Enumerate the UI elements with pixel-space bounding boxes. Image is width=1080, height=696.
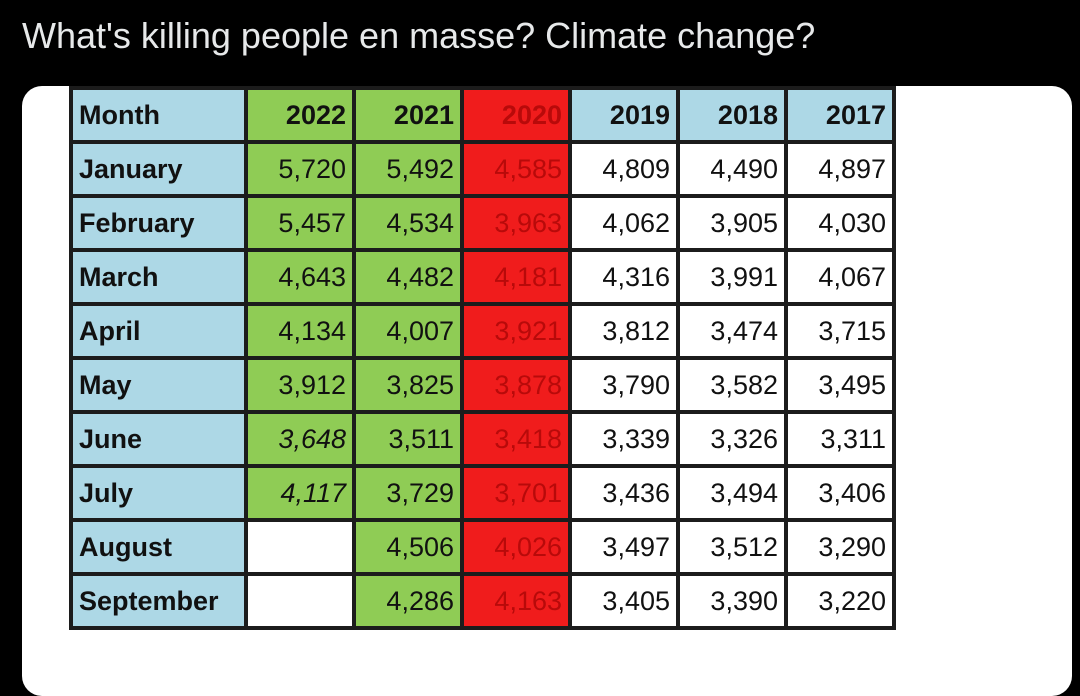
cell-2017: 3,311 [784, 410, 896, 468]
cell-2020: 4,163 [460, 572, 572, 630]
cell-2019: 3,812 [568, 302, 680, 360]
cell-2019: 3,497 [568, 518, 680, 576]
cell-2020: 4,585 [460, 140, 572, 198]
table-row: February 5,457 4,534 3,963 4,062 3,905 4,030 [69, 194, 896, 252]
cell-2019: 3,339 [568, 410, 680, 468]
cell-2017: 4,067 [784, 248, 896, 306]
table-body: January 5,720 5,492 4,585 4,809 4,490 4,897 Feb… [69, 140, 896, 630]
deaths-table: Month 2022 2021 2020 2019 2018 2017 Janu… [69, 86, 896, 630]
cell-2017: 3,715 [784, 302, 896, 360]
cell-2018: 3,474 [676, 302, 788, 360]
cell-2018: 3,326 [676, 410, 788, 468]
cell-2020: 3,921 [460, 302, 572, 360]
cell-2019: 4,062 [568, 194, 680, 252]
header-2017: 2017 [784, 86, 896, 144]
month-cell: September [69, 572, 248, 630]
cell-2020: 3,963 [460, 194, 572, 252]
cell-2019: 4,809 [568, 140, 680, 198]
cell-2021: 4,286 [352, 572, 464, 630]
cell-2017: 3,495 [784, 356, 896, 414]
cell-2017: 3,220 [784, 572, 896, 630]
table-header-row: Month 2022 2021 2020 2019 2018 2017 [69, 86, 896, 144]
cell-2022: 4,134 [244, 302, 356, 360]
header-2020: 2020 [460, 86, 572, 144]
cell-2019: 3,790 [568, 356, 680, 414]
month-cell: April [69, 302, 248, 360]
cell-2020: 4,181 [460, 248, 572, 306]
cell-2017: 3,290 [784, 518, 896, 576]
cell-2020: 3,878 [460, 356, 572, 414]
table-row: May 3,912 3,825 3,878 3,790 3,582 3,495 [69, 356, 896, 414]
cell-2018: 3,494 [676, 464, 788, 522]
cell-2018: 3,390 [676, 572, 788, 630]
cell-2021: 4,007 [352, 302, 464, 360]
cell-2021: 4,506 [352, 518, 464, 576]
cell-2022: 4,643 [244, 248, 356, 306]
month-cell: January [69, 140, 248, 198]
cell-2021: 3,511 [352, 410, 464, 468]
header-month: Month [69, 86, 248, 144]
cell-2018: 3,905 [676, 194, 788, 252]
cell-2018: 3,991 [676, 248, 788, 306]
cell-2021: 4,534 [352, 194, 464, 252]
cell-2021: 3,729 [352, 464, 464, 522]
tweet-image[interactable]: Month 2022 2021 2020 2019 2018 2017 Janu… [22, 86, 1072, 696]
table-row: April 4,134 4,007 3,921 3,812 3,474 3,715 [69, 302, 896, 360]
table-row: June 3,648 3,511 3,418 3,339 3,326 3,311 [69, 410, 896, 468]
cell-2020: 4,026 [460, 518, 572, 576]
table-row: March 4,643 4,482 4,181 4,316 3,991 4,067 [69, 248, 896, 306]
cell-2022: 4,117 [244, 464, 356, 522]
cell-2021: 5,492 [352, 140, 464, 198]
cell-2019: 3,436 [568, 464, 680, 522]
cell-2022: 3,648 [244, 410, 356, 468]
cell-2021: 3,825 [352, 356, 464, 414]
cell-2017: 4,897 [784, 140, 896, 198]
cell-2019: 4,316 [568, 248, 680, 306]
cell-2022: 5,457 [244, 194, 356, 252]
cell-2020: 3,701 [460, 464, 572, 522]
table-row: July 4,117 3,729 3,701 3,436 3,494 3,406 [69, 464, 896, 522]
month-cell: May [69, 356, 248, 414]
header-2022: 2022 [244, 86, 356, 144]
table-row: September 4,286 4,163 3,405 3,390 3,220 [69, 572, 896, 630]
cell-2017: 4,030 [784, 194, 896, 252]
month-cell: August [69, 518, 248, 576]
tweet-text: What's killing people en masse? Climate … [22, 15, 816, 56]
cell-2018: 3,512 [676, 518, 788, 576]
table-row: January 5,720 5,492 4,585 4,809 4,490 4,897 [69, 140, 896, 198]
cell-2022: 5,720 [244, 140, 356, 198]
month-cell: February [69, 194, 248, 252]
cell-2020: 3,418 [460, 410, 572, 468]
table-row: August 4,506 4,026 3,497 3,512 3,290 [69, 518, 896, 576]
cell-2018: 3,582 [676, 356, 788, 414]
month-cell: July [69, 464, 248, 522]
cell-2022 [244, 518, 356, 576]
cell-2019: 3,405 [568, 572, 680, 630]
month-cell: March [69, 248, 248, 306]
cell-2022 [244, 572, 356, 630]
cell-2022: 3,912 [244, 356, 356, 414]
cell-2018: 4,490 [676, 140, 788, 198]
cell-2021: 4,482 [352, 248, 464, 306]
header-2021: 2021 [352, 86, 464, 144]
month-cell: June [69, 410, 248, 468]
header-2018: 2018 [676, 86, 788, 144]
header-2019: 2019 [568, 86, 680, 144]
cell-2017: 3,406 [784, 464, 896, 522]
